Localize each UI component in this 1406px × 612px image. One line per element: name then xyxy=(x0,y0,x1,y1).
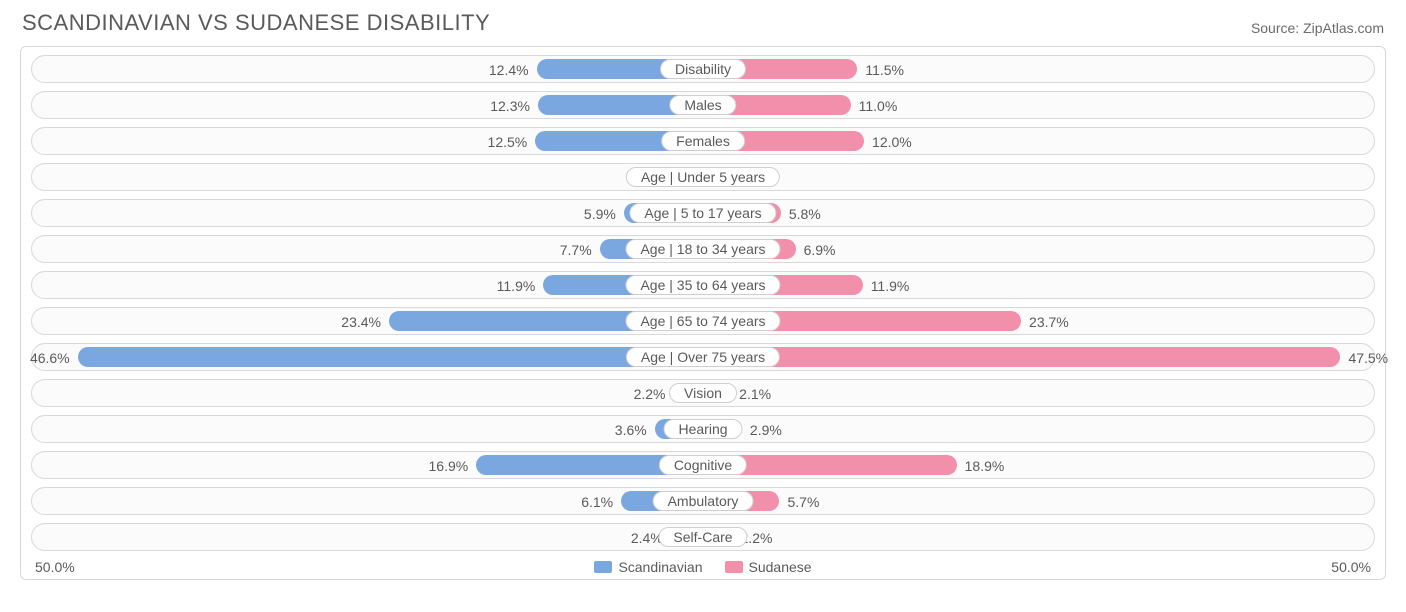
legend-item-right: Sudanese xyxy=(725,559,812,575)
category-label: Females xyxy=(661,131,745,151)
value-right: 2.1% xyxy=(739,380,771,408)
bar-half-right: 12.0% xyxy=(703,128,1374,154)
axis-left-max: 50.0% xyxy=(35,559,75,575)
legend-swatch-right xyxy=(725,561,743,573)
value-right: 5.7% xyxy=(787,488,819,516)
chart-row: 46.6% 47.5%Age | Over 75 years xyxy=(31,343,1375,371)
category-label: Vision xyxy=(669,383,737,403)
bar-half-right: 6.9% xyxy=(703,236,1374,262)
value-left: 2.2% xyxy=(634,380,666,408)
value-left: 11.9% xyxy=(497,272,536,300)
bar-half-left: 46.6% xyxy=(32,344,703,370)
bar-half-left: 6.1% xyxy=(32,488,703,514)
value-left: 46.6% xyxy=(30,344,70,372)
value-right: 47.5% xyxy=(1348,344,1388,372)
value-left: 12.3% xyxy=(490,92,530,120)
bar-half-left: 12.4% xyxy=(32,56,703,82)
bar-half-left: 23.4% xyxy=(32,308,703,334)
value-right: 2.9% xyxy=(750,416,782,444)
bar-half-right: 18.9% xyxy=(703,452,1374,478)
bar-half-right: 47.5% xyxy=(703,344,1374,370)
category-label: Cognitive xyxy=(659,455,747,475)
chart-row: 3.6% 2.9% Hearing xyxy=(31,415,1375,443)
chart-row: 5.9% 5.8% Age | 5 to 17 years xyxy=(31,199,1375,227)
bar-half-left: 2.4% xyxy=(32,524,703,550)
legend-label-right: Sudanese xyxy=(749,559,812,575)
bar-half-right: 2.9% xyxy=(703,416,1374,442)
value-left: 3.6% xyxy=(615,416,647,444)
legend-label-left: Scandinavian xyxy=(618,559,702,575)
bar-half-left: 3.6% xyxy=(32,416,703,442)
bar-half-left: 7.7% xyxy=(32,236,703,262)
chart-row: 2.2% 2.1%Vision xyxy=(31,379,1375,407)
chart-row: 12.3% 11.0% Males xyxy=(31,91,1375,119)
bar-half-left: 12.5% xyxy=(32,128,703,154)
chart-row: 2.4%2.2%Self-Care xyxy=(31,523,1375,551)
bar-half-right: 11.9% xyxy=(703,272,1374,298)
category-label: Self-Care xyxy=(658,527,747,547)
bar-half-right: 23.7% xyxy=(703,308,1374,334)
value-right: 11.0% xyxy=(859,92,898,120)
category-label: Age | 65 to 74 years xyxy=(625,311,780,331)
axis-right-max: 50.0% xyxy=(1331,559,1371,575)
chart-legend: Scandinavian Sudanese xyxy=(594,559,811,575)
value-right: 11.9% xyxy=(871,272,910,300)
bar-half-right: 5.7% xyxy=(703,488,1374,514)
category-label: Ambulatory xyxy=(653,491,754,511)
bar-half-left: 16.9% xyxy=(32,452,703,478)
bar-half-right: 2.2% xyxy=(703,524,1374,550)
value-left: 16.9% xyxy=(429,452,469,480)
chart-source: Source: ZipAtlas.com xyxy=(1251,20,1384,36)
value-left: 5.9% xyxy=(584,200,616,228)
value-right: 18.9% xyxy=(965,452,1005,480)
bar-half-right: 5.8% xyxy=(703,200,1374,226)
chart-header: SCANDINAVIAN VS SUDANESE DISABILITY Sour… xyxy=(20,10,1386,36)
category-label: Age | 5 to 17 years xyxy=(629,203,776,223)
bar-half-right: 1.1% xyxy=(703,164,1374,190)
chart-row: 7.7% 6.9% Age | 18 to 34 years xyxy=(31,235,1375,263)
bar-left xyxy=(78,347,703,367)
value-left: 12.4% xyxy=(489,56,529,84)
category-label: Disability xyxy=(660,59,746,79)
value-right: 5.8% xyxy=(789,200,821,228)
value-left: 23.4% xyxy=(341,308,381,336)
legend-swatch-left xyxy=(594,561,612,573)
chart-row: 6.1% 5.7% Ambulatory xyxy=(31,487,1375,515)
value-left: 7.7% xyxy=(560,236,592,264)
value-right: 6.9% xyxy=(804,236,836,264)
category-label: Age | 35 to 64 years xyxy=(625,275,780,295)
value-right: 23.7% xyxy=(1029,308,1069,336)
bar-half-left: 1.5% xyxy=(32,164,703,190)
legend-item-left: Scandinavian xyxy=(594,559,702,575)
chart-row: 11.9% 11.9% Age | 35 to 64 years xyxy=(31,271,1375,299)
bar-half-right: 2.1% xyxy=(703,380,1374,406)
bar-half-right: 11.5% xyxy=(703,56,1374,82)
category-label: Age | Over 75 years xyxy=(626,347,780,367)
category-label: Hearing xyxy=(663,419,742,439)
category-label: Age | 18 to 34 years xyxy=(625,239,780,259)
value-left: 12.5% xyxy=(488,128,528,156)
bar-half-right: 11.0% xyxy=(703,92,1374,118)
bar-half-left: 2.2% xyxy=(32,380,703,406)
category-label: Males xyxy=(669,95,736,115)
category-label: Age | Under 5 years xyxy=(626,167,780,187)
bar-half-left: 12.3% xyxy=(32,92,703,118)
bar-half-left: 11.9% xyxy=(32,272,703,298)
value-left: 6.1% xyxy=(581,488,613,516)
chart-axis: 50.0% Scandinavian Sudanese 50.0% xyxy=(31,559,1375,575)
chart-title: SCANDINAVIAN VS SUDANESE DISABILITY xyxy=(22,10,490,36)
bar-half-left: 5.9% xyxy=(32,200,703,226)
bar-right xyxy=(703,347,1340,367)
value-right: 11.5% xyxy=(865,56,904,84)
chart-row: 1.5%1.1%Age | Under 5 years xyxy=(31,163,1375,191)
chart-row: 12.4% 11.5% Disability xyxy=(31,55,1375,83)
chart-row: 16.9% 18.9% Cognitive xyxy=(31,451,1375,479)
diverging-bar-chart: 12.4% 11.5% Disability 12.3% 11.0% Males 12.5%… xyxy=(20,46,1386,580)
value-right: 12.0% xyxy=(872,128,912,156)
chart-row: 12.5% 12.0% Females xyxy=(31,127,1375,155)
chart-row: 23.4% 23.7% Age | 65 to 74 years xyxy=(31,307,1375,335)
